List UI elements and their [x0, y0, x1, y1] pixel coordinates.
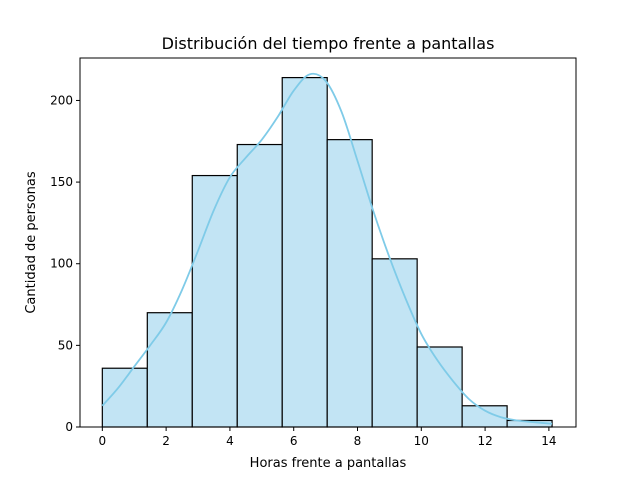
histogram-bar-1: [146, 312, 193, 428]
x-axis-ticks: 0 2 4 6 8 10 12 14: [99, 427, 557, 448]
histogram-bar-5: [326, 139, 373, 428]
y-axis-ticks: 0 50 100 150 200: [50, 93, 80, 434]
histogram-bar-4: [281, 76, 328, 428]
histogram-bar-3: [236, 143, 283, 428]
kde-layer: [101, 72, 553, 425]
histogram-bar-2: [191, 174, 238, 428]
y-tick-label-50: 50: [58, 338, 73, 352]
y-tick-label-100: 100: [50, 257, 73, 271]
x-tick-label-12: 12: [477, 434, 492, 448]
plot-area-frame: [79, 57, 577, 428]
x-axis-label: Horas frente a pantallas: [250, 456, 407, 471]
x-tick-label-10: 10: [414, 434, 429, 448]
kde-density-line: [101, 72, 553, 425]
x-tick-label-8: 8: [354, 434, 362, 448]
histogram-bar-6: [371, 258, 418, 428]
histogram-bar-7: [416, 346, 463, 428]
x-tick-label-6: 6: [290, 434, 298, 448]
y-axis-label: Cantidad de personas: [24, 171, 39, 314]
x-tick-label-0: 0: [99, 434, 107, 448]
x-tick-label-2: 2: [162, 434, 170, 448]
chart-title: Distribución del tiempo frente a pantall…: [162, 34, 495, 53]
x-tick-label-14: 14: [541, 434, 556, 448]
x-tick-label-4: 4: [226, 434, 234, 448]
y-tick-label-200: 200: [50, 93, 73, 107]
bars-layer: [101, 76, 553, 428]
y-tick-label-150: 150: [50, 175, 73, 189]
y-tick-label-0: 0: [65, 420, 73, 434]
